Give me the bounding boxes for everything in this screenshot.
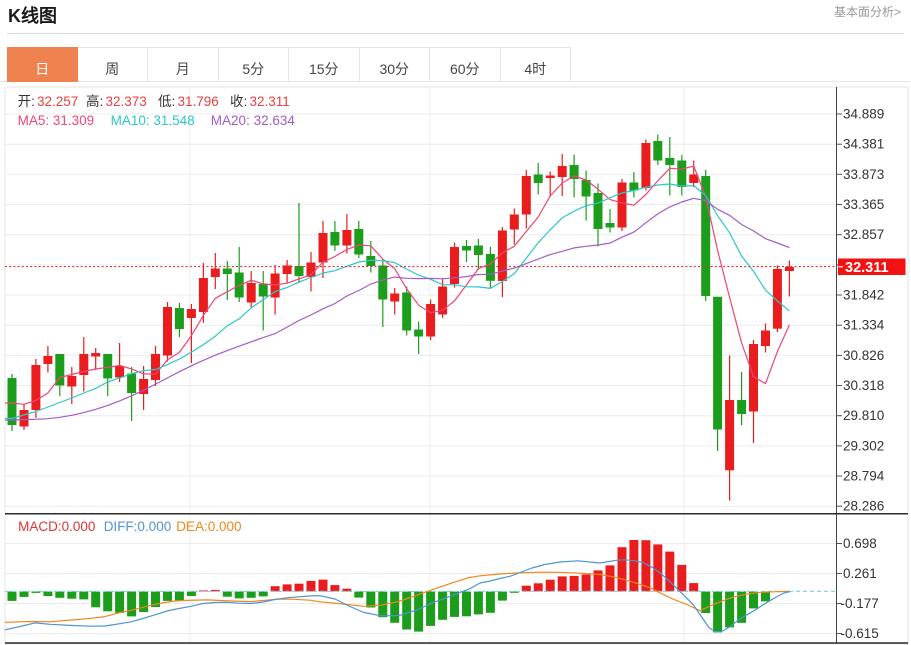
svg-text:29.302: 29.302 [843, 438, 884, 453]
svg-text:28.794: 28.794 [843, 469, 885, 484]
svg-text:32.373: 32.373 [106, 94, 147, 109]
svg-text:31.334: 31.334 [843, 318, 885, 333]
svg-text:0.261: 0.261 [843, 566, 877, 581]
svg-text:开:: 开: [18, 94, 35, 109]
svg-text:低:: 低: [158, 94, 175, 109]
svg-text:28.286: 28.286 [843, 499, 884, 514]
svg-text:高:: 高: [86, 93, 103, 109]
svg-text:30.826: 30.826 [843, 348, 884, 363]
svg-text:0.698: 0.698 [843, 536, 877, 551]
svg-text:MA5: 31.309: MA5: 31.309 [18, 113, 95, 128]
svg-text:30.318: 30.318 [843, 378, 884, 393]
svg-text:34.381: 34.381 [843, 137, 884, 152]
svg-text:-0.615: -0.615 [841, 626, 879, 641]
svg-text:33.365: 33.365 [843, 197, 884, 212]
svg-text:32.857: 32.857 [843, 227, 884, 242]
svg-text:DIFF:0.000: DIFF:0.000 [104, 519, 172, 534]
svg-text:DEA:0.000: DEA:0.000 [176, 519, 241, 534]
svg-text:32.311: 32.311 [250, 94, 290, 109]
svg-text:MA20: 32.634: MA20: 32.634 [211, 113, 296, 128]
svg-text:32.257: 32.257 [37, 94, 78, 109]
svg-text:31.796: 31.796 [178, 94, 219, 109]
svg-text:收:: 收: [230, 94, 247, 109]
svg-text:33.873: 33.873 [843, 167, 884, 182]
svg-text:31.842: 31.842 [843, 288, 884, 303]
svg-text:-0.177: -0.177 [841, 596, 879, 611]
svg-text:29.810: 29.810 [843, 408, 884, 423]
svg-text:32.311: 32.311 [845, 260, 889, 276]
svg-text:MACD:0.000: MACD:0.000 [18, 519, 95, 534]
svg-text:34.889: 34.889 [843, 107, 884, 122]
svg-text:MA10: 31.548: MA10: 31.548 [111, 113, 195, 128]
